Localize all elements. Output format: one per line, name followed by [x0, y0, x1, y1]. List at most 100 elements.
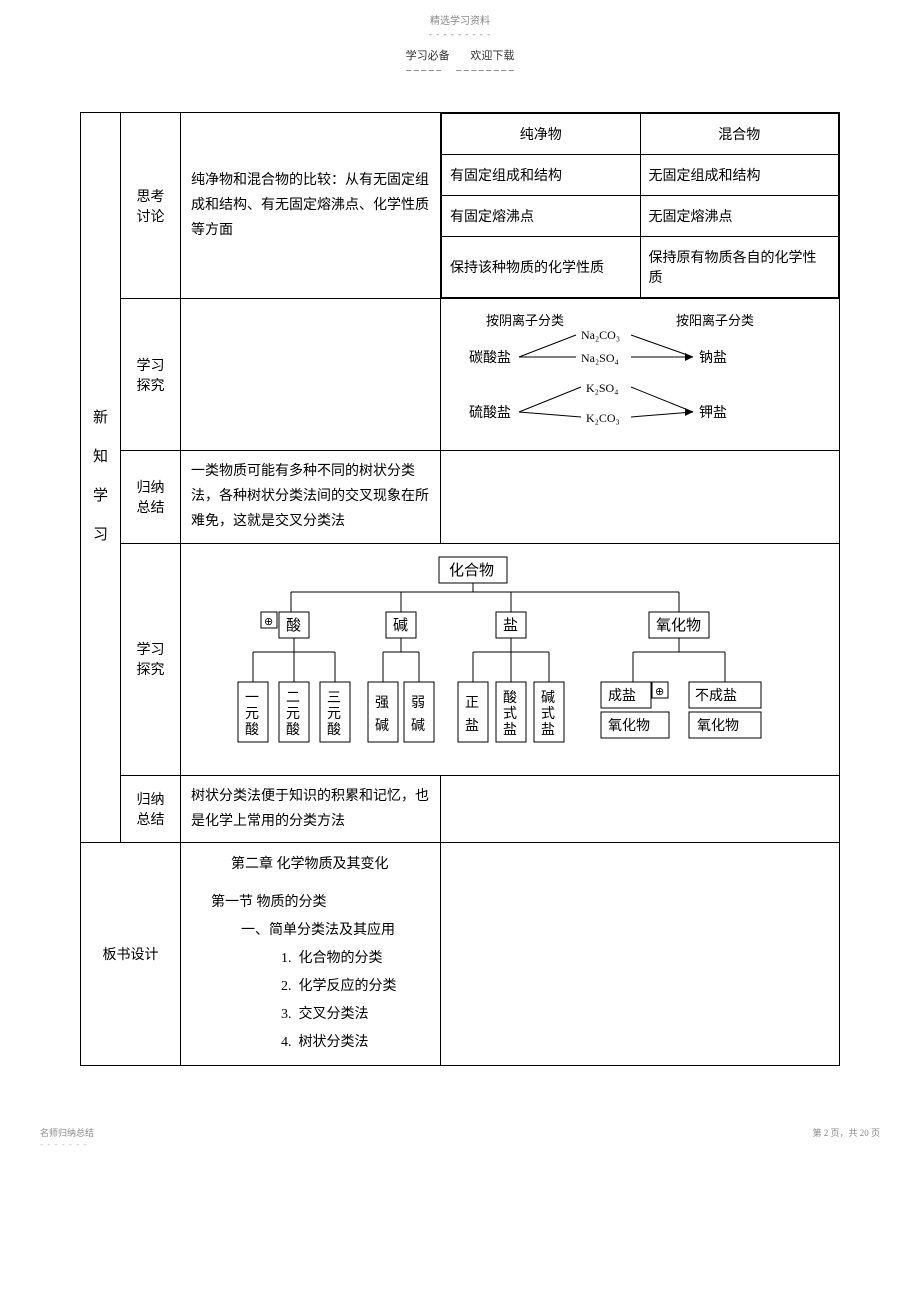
svg-text:成盐: 成盐 [608, 688, 636, 704]
svg-text:三: 三 [327, 691, 341, 706]
c1b: 无固定组成和结构 [640, 155, 839, 196]
cross-diagram-cell: 按阴离子分类 按阳离子分类 碳酸盐 硫酸盐 钠盐 钾盐 Na₂CO₃ Na₂SO… [441, 299, 840, 451]
board-label: 板书设计 [81, 842, 181, 1065]
item-text: 化合物的分类 [299, 951, 383, 966]
cross-right-title: 按阳离子分类 [676, 313, 754, 328]
svg-text:元: 元 [286, 707, 300, 722]
cross-left-title: 按阴离子分类 [486, 313, 564, 328]
item-text: 化学反应的分类 [299, 979, 397, 994]
svg-text:碱: 碱 [411, 718, 425, 734]
cross-diagram-svg: 按阴离子分类 按阳离子分类 碳酸盐 硫酸盐 钠盐 钾盐 Na₂CO₃ Na₂SO… [451, 307, 761, 437]
row-label: 学习探究 [121, 299, 181, 451]
header-underline: _ _ _ _ _ _ _ _ _ _ _ _ _ [0, 61, 920, 72]
c2b: 无固定熔沸点 [640, 196, 839, 237]
tree-svg: 化合物 ⊕ 酸 碱 盐 氧化物 [191, 552, 771, 762]
header-dash: - - - - - - - - - [0, 29, 920, 39]
table-row: 新知学习 思考讨论 纯净物和混合物的比较：从有无固定组成和结构、有无固定熔沸点、… [81, 113, 840, 299]
svg-text:氧化物: 氧化物 [697, 718, 739, 734]
content-cell: 一类物质可能有多种不同的树状分类法，各种树状分类法间的交叉现象在所难免，这就是交… [181, 451, 441, 544]
footer-dash: - - - - - - - [40, 1139, 87, 1149]
svg-text:二: 二 [286, 691, 300, 706]
footer-left: 名师归纳总结 - - - - - - - [40, 1126, 94, 1149]
svg-text:元: 元 [245, 707, 259, 722]
svg-text:式: 式 [503, 706, 517, 722]
tree-diagram-cell: 化合物 ⊕ 酸 碱 盐 氧化物 [181, 543, 840, 775]
svg-text:⊕: ⊕ [264, 616, 273, 628]
row-label: 思考讨论 [121, 113, 181, 299]
c3a: 保持该种物质的化学性质 [442, 237, 641, 298]
tree-b1: 酸 [286, 617, 301, 634]
svg-text:酸: 酸 [327, 722, 341, 738]
svg-text:氧化物: 氧化物 [608, 718, 650, 734]
row-label: 归纳总结 [121, 775, 181, 842]
row-label: 归纳总结 [121, 451, 181, 544]
table-row: 归纳总结 一类物质可能有多种不同的树状分类法，各种树状分类法间的交叉现象在所难免… [81, 451, 840, 544]
tree-b3: 盐 [503, 617, 518, 634]
th1: 纯净物 [442, 114, 641, 155]
empty-cell [441, 775, 840, 842]
svg-text:盐: 盐 [541, 722, 555, 738]
main-table: 新知学习 思考讨论 纯净物和混合物的比较：从有无固定组成和结构、有无固定熔沸点、… [80, 112, 840, 1066]
board-item: 3. 交叉分类法 [191, 1001, 430, 1029]
board-section: 第一节 物质的分类 [191, 889, 430, 917]
label-text: 归纳总结 [137, 481, 165, 516]
table-row: 有固定熔沸点 无固定熔沸点 [442, 196, 839, 237]
footer-right: 第 2 页，共 20 页 [812, 1126, 880, 1149]
svg-text:正: 正 [465, 696, 479, 711]
svg-text:盐: 盐 [465, 718, 479, 734]
label-text: 学习探究 [137, 643, 165, 678]
empty-cell [441, 451, 840, 544]
row-label: 学习探究 [121, 543, 181, 775]
header-top: 精选学习资料 [0, 0, 920, 31]
board-sub: 一、简单分类法及其应用 [191, 917, 430, 945]
tree-b4: 氧化物 [656, 617, 701, 634]
c2a: 有固定熔沸点 [442, 196, 641, 237]
table-row: 板书设计 第二章 化学物质及其变化 第一节 物质的分类 一、简单分类法及其应用 … [81, 842, 840, 1065]
c1a: 有固定组成和结构 [442, 155, 641, 196]
tree-b2: 碱 [393, 617, 408, 634]
svg-text:盐: 盐 [503, 722, 517, 738]
tree-root: 化合物 [449, 562, 494, 579]
board-item: 2. 化学反应的分类 [191, 973, 430, 1001]
table-row: 纯净物 混合物 [442, 114, 839, 155]
svg-text:元: 元 [327, 707, 341, 722]
cross-l1: 碳酸盐 [469, 350, 511, 366]
inner-table-cell: 纯净物 混合物 有固定组成和结构 无固定组成和结构 有固定熔沸点 无固定熔沸点 … [441, 113, 840, 299]
cross-r2: 钾盐 [699, 405, 727, 421]
svg-text:酸: 酸 [245, 722, 259, 738]
cross-m2: Na₂SO₄ [581, 351, 619, 365]
table-row: 学习探究 化合物 ⊕ 酸 碱 盐 [81, 543, 840, 775]
vert-text: 新知学习 [93, 410, 108, 543]
th2: 混合物 [640, 114, 839, 155]
cross-m3: K₂SO₄ [586, 381, 618, 395]
board-item: 4. 树状分类法 [191, 1029, 430, 1057]
svg-text:碱: 碱 [541, 690, 555, 706]
empty-cell [181, 299, 441, 451]
label-text: 思考讨论 [137, 190, 165, 225]
svg-text:⊕: ⊕ [655, 686, 664, 698]
svg-text:碱: 碱 [375, 718, 389, 734]
board-content: 第二章 化学物质及其变化 第一节 物质的分类 一、简单分类法及其应用 1. 化合… [181, 842, 441, 1065]
svg-text:酸: 酸 [286, 722, 300, 738]
item-text: 树状分类法 [299, 1035, 369, 1050]
cross-m1: Na₂CO₃ [581, 328, 620, 342]
svg-text:不成盐: 不成盐 [695, 688, 737, 704]
content-cell: 纯净物和混合物的比较：从有无固定组成和结构、有无固定熔沸点、化学性质等方面 [181, 113, 441, 299]
item-text: 交叉分类法 [299, 1007, 369, 1022]
svg-text:式: 式 [541, 706, 555, 722]
board-title: 第二章 化学物质及其变化 [191, 851, 430, 879]
empty-cell [441, 842, 840, 1065]
inner-table: 纯净物 混合物 有固定组成和结构 无固定组成和结构 有固定熔沸点 无固定熔沸点 … [441, 113, 839, 298]
cross-l2: 硫酸盐 [469, 405, 511, 421]
svg-text:一: 一 [245, 691, 259, 706]
table-row: 保持该种物质的化学性质 保持原有物质各自的化学性质 [442, 237, 839, 298]
table-row: 学习探究 按阴离子分类 按阳离子分类 碳酸盐 硫酸盐 钠盐 钾盐 Na₂CO₃ … [81, 299, 840, 451]
label-text: 归纳总结 [137, 793, 165, 828]
svg-text:酸: 酸 [503, 690, 517, 706]
svg-text:弱: 弱 [411, 696, 425, 711]
left-vertical-header: 新知学习 [81, 113, 121, 843]
table-row: 归纳总结 树状分类法便于知识的积累和记忆，也是化学上常用的分类方法 [81, 775, 840, 842]
footer: 名师归纳总结 - - - - - - - 第 2 页，共 20 页 [0, 1066, 920, 1169]
svg-text:强: 强 [375, 696, 389, 711]
footer-left-text: 名师归纳总结 [40, 1128, 94, 1138]
